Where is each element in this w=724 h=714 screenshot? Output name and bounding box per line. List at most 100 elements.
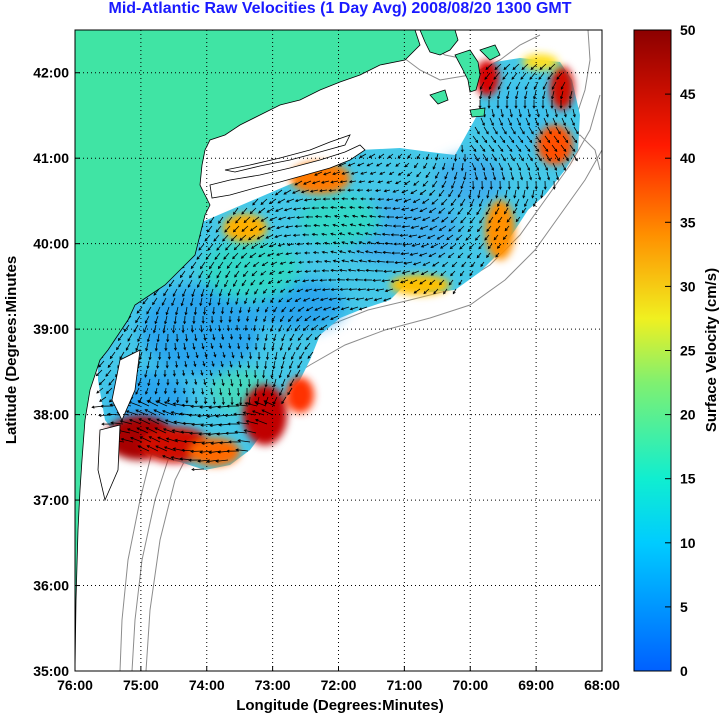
velocity-arrowhead	[313, 288, 317, 292]
velocity-arrow	[323, 171, 332, 175]
velocity-arrowhead	[296, 242, 300, 246]
velocity-arrow	[480, 162, 485, 171]
velocity-arrowhead	[351, 214, 356, 218]
velocity-arrowhead	[479, 203, 482, 208]
velocity-arrow	[273, 378, 277, 387]
velocity-arrow	[425, 171, 431, 178]
velocity-arrow	[286, 198, 295, 203]
velocity-arrowhead	[233, 247, 237, 251]
velocity-arrow	[448, 279, 454, 286]
velocity-arrowhead	[385, 198, 390, 202]
velocity-arrow	[296, 315, 303, 322]
velocity-arrow	[305, 270, 312, 272]
velocity-arrow	[197, 279, 202, 288]
velocity-arrow	[554, 108, 558, 117]
velocity-arrowhead	[249, 228, 254, 232]
velocity-arrowhead	[432, 166, 436, 170]
velocity-arrowhead	[442, 167, 445, 171]
velocity-arrowhead	[279, 392, 282, 396]
velocity-arrowhead	[127, 338, 131, 342]
x-tick-label: 75:00	[123, 677, 159, 693]
velocity-arrow	[458, 279, 463, 285]
velocity-arrowhead	[186, 355, 190, 359]
velocity-arrowhead	[319, 189, 323, 193]
velocity-arrowhead	[350, 197, 354, 201]
velocity-arrow	[422, 216, 431, 221]
velocity-arrowhead	[524, 96, 528, 100]
velocity-arrowhead	[109, 355, 113, 360]
velocity-arrow	[254, 401, 267, 407]
velocity-arrowhead	[193, 363, 197, 368]
velocity-arrowhead	[543, 186, 547, 190]
velocity-arrowhead	[547, 76, 551, 80]
velocity-arrowhead	[232, 256, 236, 260]
velocity-arrowhead	[314, 307, 318, 311]
velocity-arrowhead	[506, 203, 509, 208]
velocity-arrowhead	[256, 236, 260, 240]
velocity-arrowhead	[180, 430, 184, 434]
velocity-arrowhead	[340, 307, 344, 311]
velocity-arrowhead	[144, 409, 148, 413]
velocity-arrowhead	[108, 382, 112, 386]
velocity-arrowhead	[207, 275, 211, 279]
velocity-arrow	[323, 224, 330, 227]
velocity-arrow	[350, 306, 359, 310]
velocity-arrowhead	[467, 211, 470, 216]
velocity-arrow	[435, 171, 440, 179]
velocity-arrowhead	[529, 76, 533, 80]
velocity-arrow	[195, 351, 198, 358]
velocity-arrowhead	[147, 418, 151, 422]
velocity-arrowhead	[327, 278, 332, 282]
velocity-arrowhead	[163, 293, 167, 297]
velocity-arrow	[319, 189, 328, 192]
velocity-arrowhead	[542, 96, 546, 100]
velocity-arrow	[313, 315, 321, 321]
velocity-arrowhead	[225, 247, 229, 251]
velocity-arrowhead	[458, 228, 462, 232]
velocity-arrowhead	[453, 176, 457, 181]
velocity-arrowhead	[390, 233, 394, 237]
velocity-arrow	[419, 207, 428, 212]
velocity-arrowhead	[421, 200, 426, 204]
velocity-arrowhead	[485, 211, 489, 216]
velocity-arrowhead	[550, 105, 554, 109]
velocity-arrow	[368, 180, 375, 183]
velocity-arrowhead	[241, 211, 245, 215]
velocity-arrowhead	[203, 311, 207, 316]
velocity-arrowhead	[311, 298, 315, 302]
velocity-arrow	[238, 360, 241, 368]
velocity-arrow	[227, 369, 230, 377]
velocity-arrowhead	[458, 282, 462, 286]
velocity-arrowhead	[258, 227, 262, 231]
velocity-arrow	[521, 207, 527, 213]
velocity-arrow	[311, 279, 319, 282]
velocity-arrow	[404, 180, 411, 185]
velocity-arrow	[523, 189, 526, 198]
velocity-arrow	[404, 198, 412, 202]
velocity-arrowhead	[476, 255, 480, 259]
velocity-arrowhead	[339, 180, 343, 184]
velocity-arrowhead	[545, 114, 549, 118]
velocity-arrowhead	[228, 345, 232, 350]
velocity-arrow	[251, 243, 259, 249]
velocity-arrow	[465, 234, 472, 241]
velocity-arrow	[356, 232, 364, 236]
velocity-arrowhead	[182, 390, 186, 395]
velocity-arrowhead	[350, 171, 355, 175]
velocity-arrow	[125, 342, 131, 351]
velocity-arrowhead	[235, 448, 239, 452]
velocity-arrowhead	[538, 177, 542, 181]
velocity-arrow	[304, 198, 313, 201]
velocity-arrowhead	[152, 330, 156, 334]
velocity-arrowhead	[227, 422, 231, 426]
velocity-arrow	[551, 144, 558, 152]
velocity-arrowhead	[254, 318, 258, 323]
velocity-arrow	[207, 225, 213, 233]
velocity-arrowhead	[125, 347, 129, 351]
velocity-arrowhead	[311, 327, 315, 331]
velocity-arrowhead	[265, 235, 269, 239]
velocity-arrow	[249, 252, 257, 258]
velocity-arrow	[537, 126, 543, 135]
velocity-arrow	[529, 72, 536, 80]
velocity-arrowhead	[387, 155, 392, 159]
